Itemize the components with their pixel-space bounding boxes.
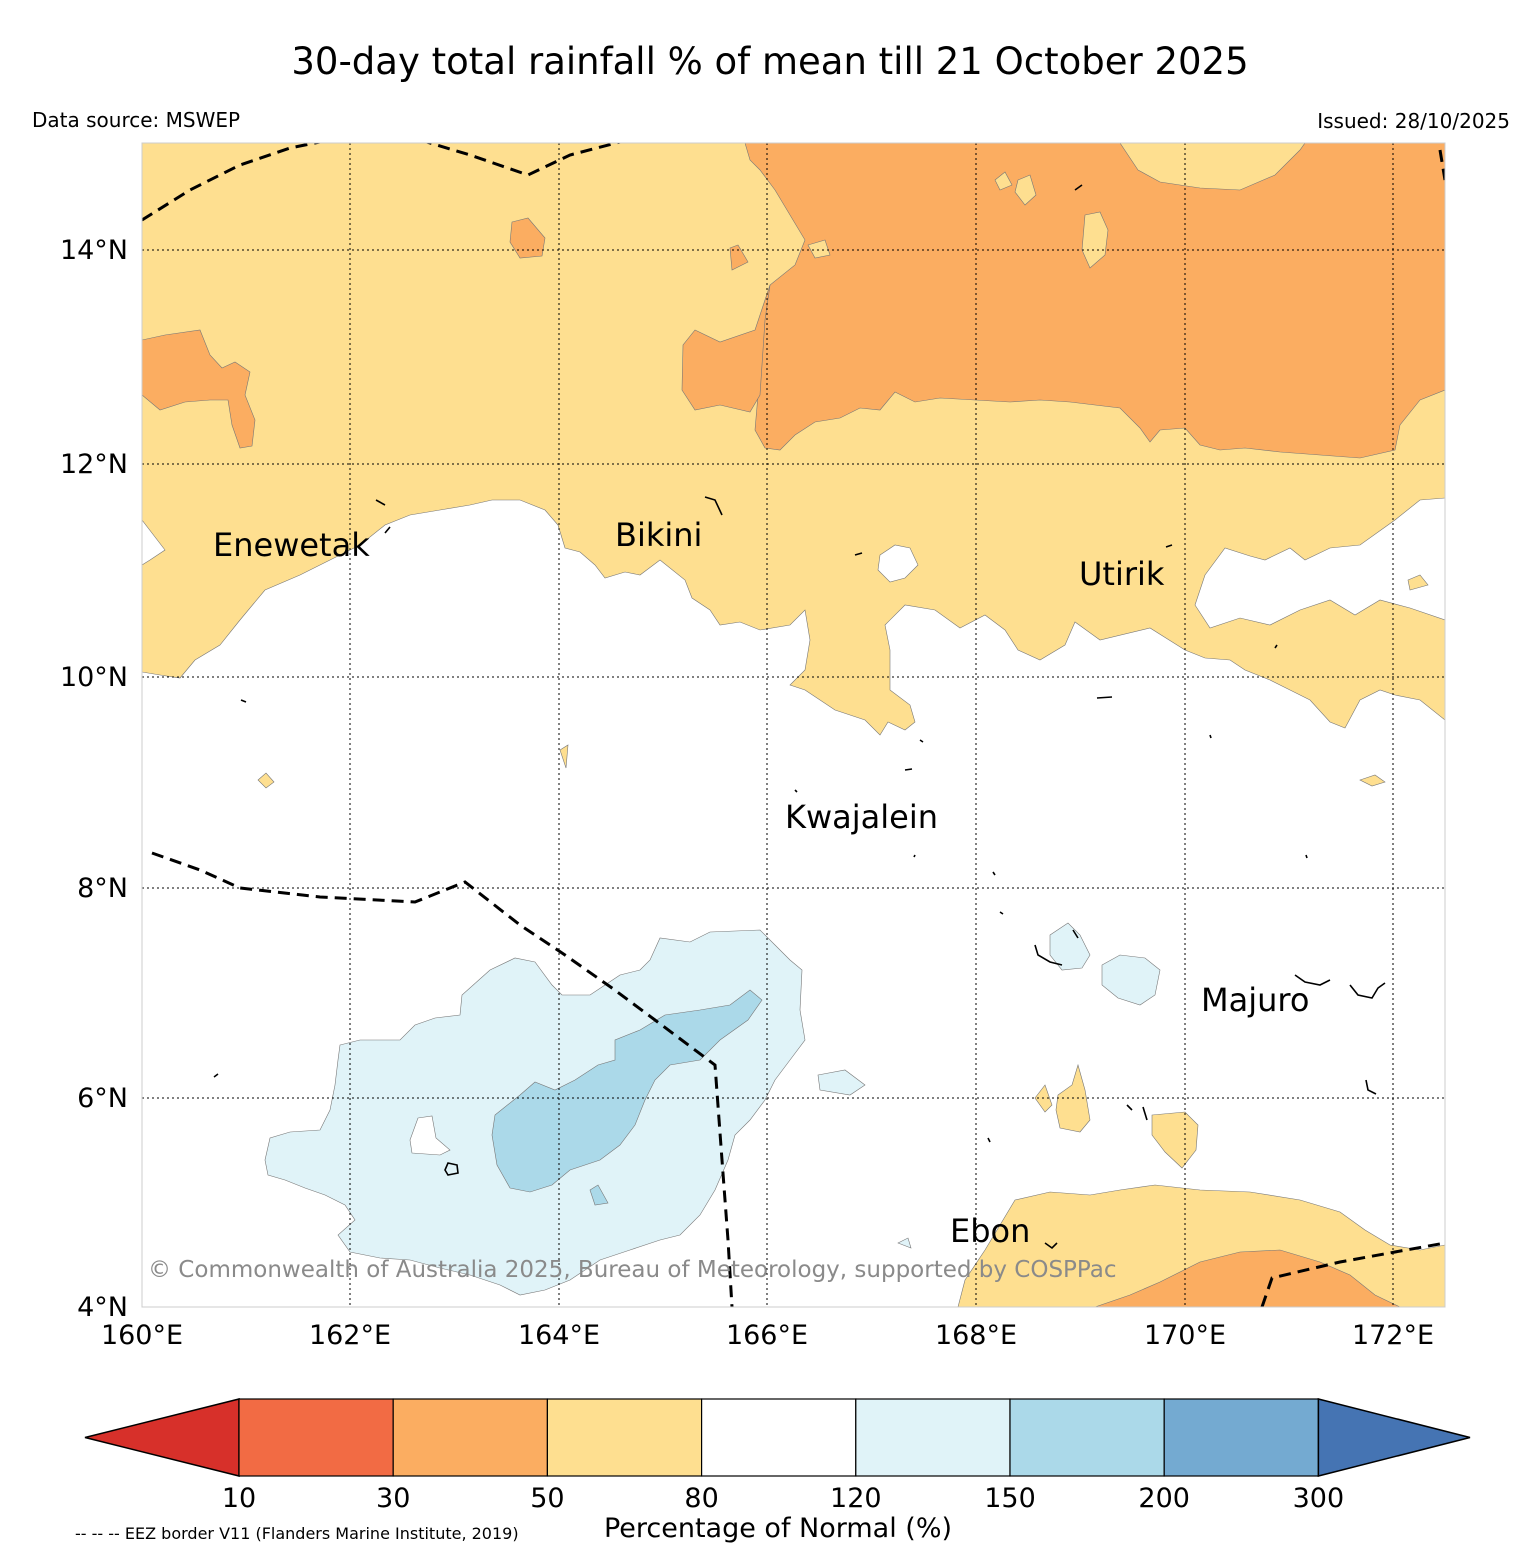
rainfall-map-area bbox=[142, 143, 1445, 1307]
rainfall-patch-30-50-central bbox=[681, 284, 771, 413]
label-enewetak: Enewetak bbox=[213, 526, 370, 564]
colorbar: 10 30 50 80 120 150 200 300 bbox=[84, 1398, 1471, 1514]
colorbar-tick-label: 200 bbox=[1138, 1483, 1190, 1514]
rainfall-patch-150-200-small bbox=[589, 1184, 609, 1206]
coastlines bbox=[213, 184, 1386, 1250]
rainfall-patch-30-50-west bbox=[142, 329, 256, 449]
colorbar-tick-label: 150 bbox=[984, 1483, 1036, 1514]
colorbar-segment bbox=[1163, 1398, 1319, 1477]
colorbar-extend-high bbox=[1317, 1398, 1471, 1477]
rainfall-patch-120-150-b bbox=[1049, 922, 1091, 971]
copyright-notice: © Commonwealth of Australia 2025, Bureau… bbox=[148, 1257, 1117, 1283]
lat-tick-6n: 6°N bbox=[77, 1083, 128, 1114]
rainfall-patch-50-80-f bbox=[1151, 1111, 1199, 1169]
rainfall-patch-50-80-k bbox=[559, 744, 569, 769]
rainfall-patch-50-80-h bbox=[1359, 774, 1386, 787]
label-utirik: Utirik bbox=[1079, 555, 1165, 593]
colorbar-segment bbox=[1009, 1398, 1165, 1477]
lon-tick-162e: 162°E bbox=[309, 1320, 391, 1351]
rainfall-patch-30-50-small-a bbox=[509, 217, 546, 259]
map-title: 30-day total rainfall % of mean till 21 … bbox=[291, 40, 1249, 83]
colorbar-segment bbox=[700, 1398, 857, 1477]
rainfall-patch-30-50-small-b bbox=[729, 244, 749, 271]
rainfall-patch-50-80-j bbox=[1407, 574, 1429, 591]
map-frame bbox=[141, 142, 1446, 1308]
colorbar-tick-label: 10 bbox=[222, 1483, 256, 1514]
rainfall-patch-50-80-i bbox=[257, 772, 275, 789]
label-kwajalein: Kwajalein bbox=[785, 798, 938, 836]
latitude-ticks: 14°N 12°N 10°N 8°N 6°N 4°N bbox=[60, 235, 128, 1323]
issued-date: Issued: 28/10/2025 bbox=[1317, 109, 1510, 133]
colorbar-segment bbox=[238, 1398, 394, 1477]
colorbar-tick-label: 120 bbox=[830, 1483, 882, 1514]
colorbar-tick-label: 30 bbox=[376, 1483, 410, 1514]
data-source: Data source: MSWEP bbox=[32, 108, 241, 132]
colorbar-tick-label: 50 bbox=[530, 1483, 564, 1514]
eez-border bbox=[142, 143, 1445, 1307]
lon-tick-164e: 164°E bbox=[518, 1320, 600, 1351]
rainfall-patch-50-80-d bbox=[807, 239, 831, 259]
rainfall-region-150-200 bbox=[491, 989, 763, 1193]
lon-tick-168e: 168°E bbox=[935, 1320, 1017, 1351]
rainfall-band-30-50-south bbox=[1094, 1249, 1401, 1307]
label-majuro: Majuro bbox=[1201, 981, 1309, 1019]
rainfall-hole-80-120 bbox=[877, 544, 919, 583]
longitude-ticks: 160°E 162°E 164°E 166°E 168°E 170°E 172°… bbox=[101, 1320, 1434, 1351]
colorbar-segment bbox=[392, 1398, 549, 1477]
lat-tick-8n: 8°N bbox=[77, 873, 128, 904]
colorbar-segment bbox=[546, 1398, 703, 1477]
rainfall-patch-50-80-b bbox=[994, 171, 1013, 191]
rainfall-hole-80-120-south bbox=[409, 1115, 451, 1156]
lat-tick-12n: 12°N bbox=[60, 449, 128, 480]
lat-tick-14n: 14°N bbox=[60, 235, 128, 266]
colorbar-tick-label: 80 bbox=[684, 1483, 718, 1514]
lon-tick-170e: 170°E bbox=[1144, 1320, 1226, 1351]
rainfall-patch-50-80-c bbox=[1014, 174, 1037, 206]
colorbar-segment bbox=[855, 1398, 1011, 1477]
colorbar-tick-label: 300 bbox=[1293, 1483, 1345, 1514]
colorbar-extend-low bbox=[84, 1398, 240, 1477]
lat-tick-4n: 4°N bbox=[77, 1292, 128, 1323]
label-ebon: Ebon bbox=[950, 1212, 1030, 1250]
eez-legend-note: -- -- -- EEZ border V11 (Flanders Marine… bbox=[75, 1524, 519, 1543]
lon-tick-172e: 172°E bbox=[1352, 1320, 1434, 1351]
lon-tick-160e: 160°E bbox=[101, 1320, 183, 1351]
lat-tick-10n: 10°N bbox=[60, 662, 128, 693]
rainfall-patch-120-150-c bbox=[1101, 954, 1161, 1006]
label-bikini: Bikini bbox=[615, 516, 702, 554]
lon-tick-166e: 166°E bbox=[726, 1320, 808, 1351]
rainfall-patch-120-150-a bbox=[817, 1069, 866, 1096]
colorbar-label: Percentage of Normal (%) bbox=[604, 1513, 952, 1544]
rainfall-patch-120-150-d bbox=[897, 1237, 912, 1249]
graticule bbox=[142, 143, 1445, 1307]
